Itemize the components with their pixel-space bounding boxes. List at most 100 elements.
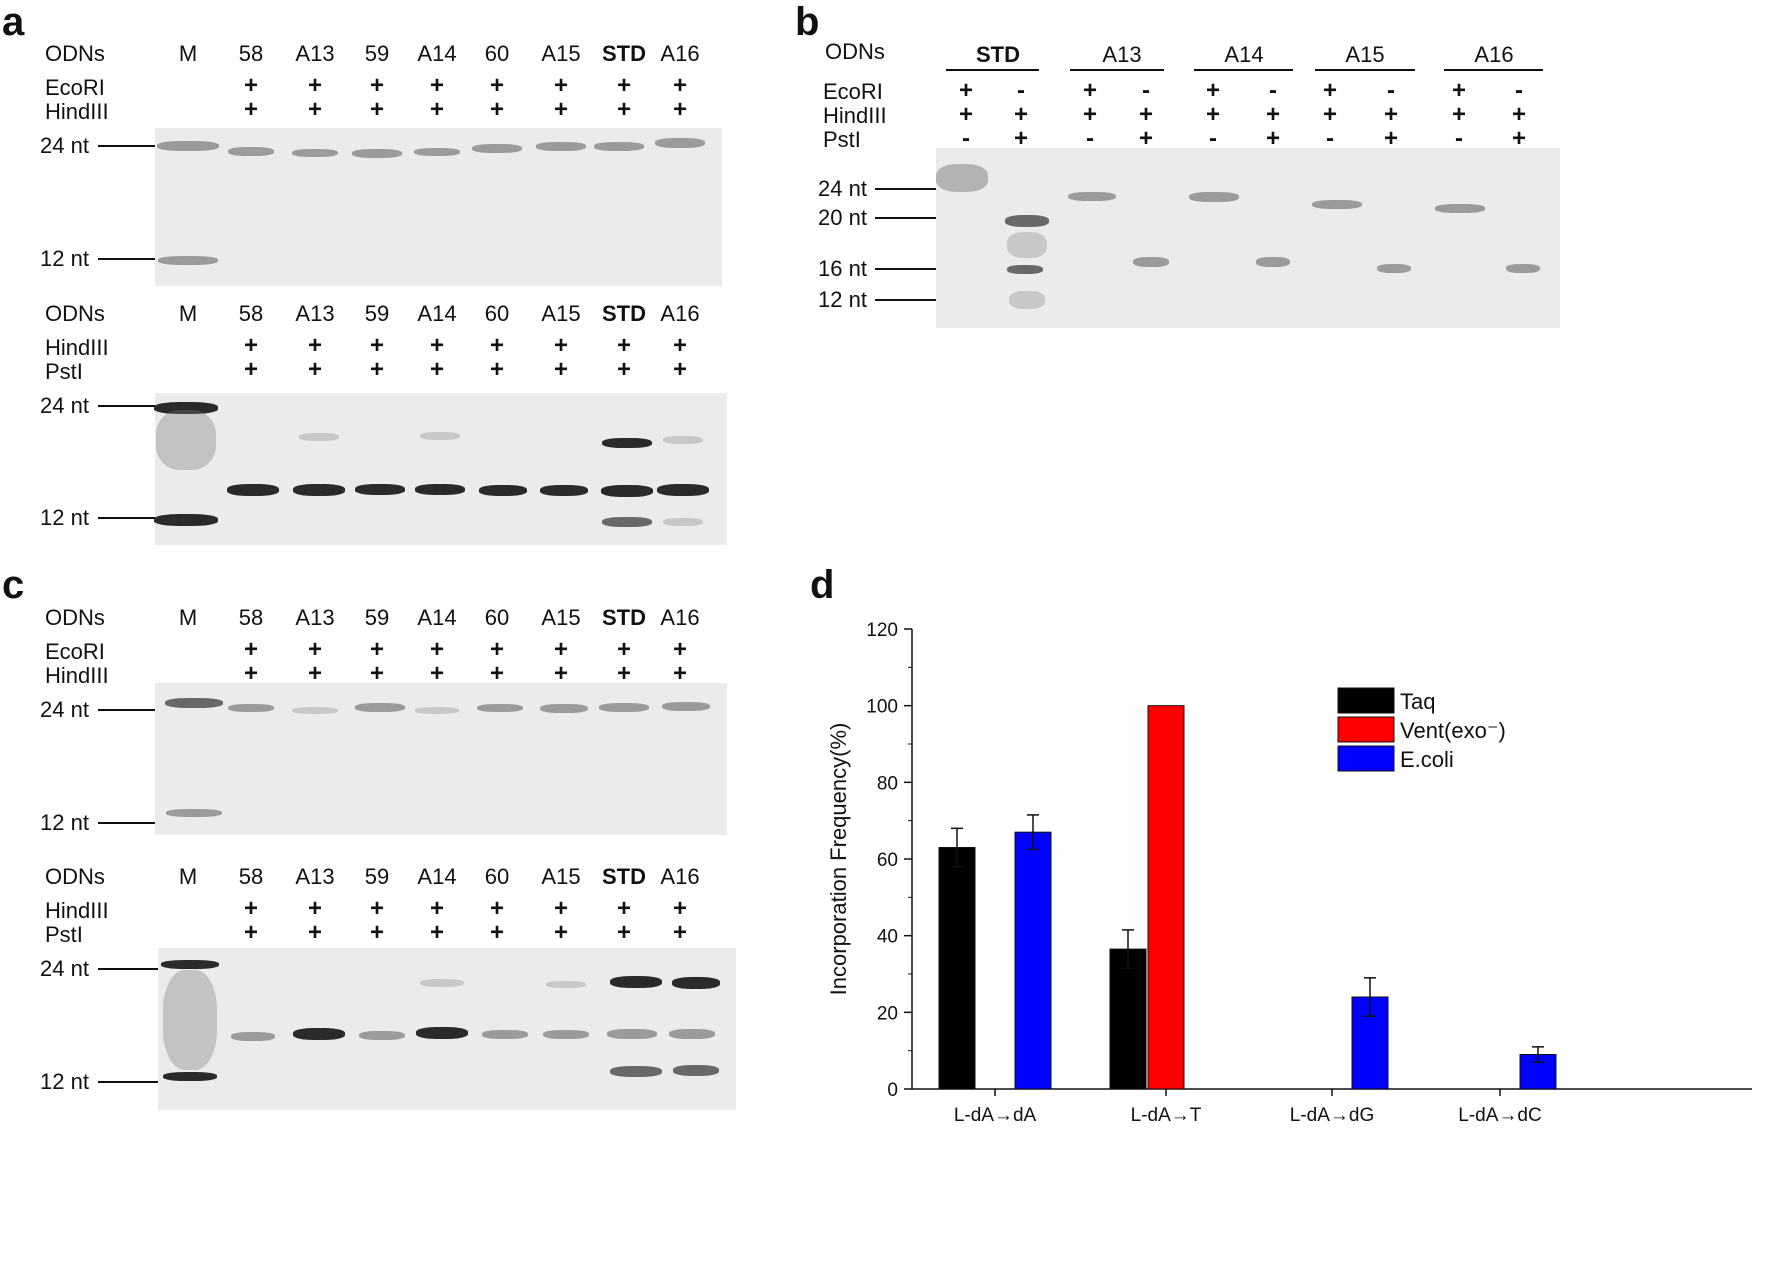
odns-label: ODNs [825, 39, 885, 64]
group-label: A14 [1224, 42, 1264, 67]
legend-label: Vent(exo⁻) [1400, 718, 1506, 743]
gel-band [1189, 192, 1239, 202]
treatment-sign: + [489, 72, 505, 99]
gel-band [414, 148, 460, 156]
treatment-sign: + [616, 660, 632, 687]
treatment-sign: + [553, 96, 569, 123]
gel-band [154, 402, 218, 414]
gel-band [482, 1029, 528, 1039]
treatment-sign: + [307, 636, 323, 663]
treatment-sign: + [1013, 125, 1029, 152]
gel-band [1377, 263, 1411, 273]
treatment-sign: + [369, 919, 385, 946]
lane-label: 59 [364, 864, 390, 889]
gel-band [540, 484, 588, 496]
enzyme-label: HindIII [45, 99, 109, 124]
treatment-sign: + [1013, 101, 1029, 128]
treatment-sign: - [1387, 77, 1395, 104]
gel-band [231, 1031, 275, 1041]
gel-band [420, 432, 460, 440]
y-tick-label: 0 [887, 1080, 898, 1101]
treatment-sign: + [1265, 125, 1281, 152]
size-marker-tick [875, 268, 936, 270]
lane-label: A15 [541, 864, 581, 889]
treatment-sign: + [616, 332, 632, 359]
gel-band [602, 517, 652, 527]
treatment-sign: + [1138, 125, 1154, 152]
gel-band [1009, 291, 1045, 309]
gel-band [669, 1029, 715, 1039]
bar-chart: 0 20 40 60 80 100 120 Incorporation Frequency(%… [826, 620, 1752, 1126]
treatment-sign: + [489, 332, 505, 359]
size-marker-label: 24 nt [40, 956, 89, 981]
treatment-sign: + [958, 101, 974, 128]
gel-band [420, 979, 464, 987]
treatment-sign: + [616, 636, 632, 663]
treatment-sign: + [1511, 125, 1527, 152]
gel-band [1005, 215, 1049, 227]
legend-label: E.coli [1400, 747, 1454, 772]
treatment-sign: + [243, 660, 259, 687]
size-marker-tick [98, 258, 155, 260]
treatment-sign: + [489, 636, 505, 663]
legend-swatch [1337, 687, 1395, 714]
lane-label: A14 [417, 864, 457, 889]
gel-band [601, 485, 653, 497]
treatment-sign: + [429, 919, 445, 946]
size-marker-tick [875, 217, 936, 219]
lane-label: 59 [364, 605, 390, 630]
gel-band [166, 809, 222, 817]
y-tick-label: 120 [866, 620, 898, 641]
gel-band [165, 698, 223, 708]
lane-label: 59 [364, 301, 390, 326]
treatment-sign: + [1451, 101, 1467, 128]
gel-band [1068, 191, 1116, 201]
treatment-sign: + [1138, 101, 1154, 128]
odns-label: ODNs [45, 301, 105, 326]
treatment-sign: + [1451, 77, 1467, 104]
gel-band [293, 1028, 345, 1040]
size-marker-label: 12 nt [40, 505, 89, 530]
size-marker-tick [98, 968, 158, 970]
treatment-sign: + [489, 96, 505, 123]
enzyme-label: HindIII [45, 663, 109, 688]
treatment-sign: + [243, 332, 259, 359]
treatment-sign: + [616, 356, 632, 383]
enzyme-label: HindIII [45, 898, 109, 923]
treatment-sign: + [1205, 101, 1221, 128]
size-marker-tick [98, 709, 155, 711]
treatment-sign: + [616, 895, 632, 922]
treatment-sign: + [243, 96, 259, 123]
x-tick-label: L-dA→dG [1290, 1105, 1374, 1126]
treatment-sign: + [369, 356, 385, 383]
gel-band [540, 703, 588, 713]
enzyme-label: PstI [45, 359, 83, 384]
treatment-sign: + [307, 332, 323, 359]
enzyme-label: HindIII [823, 103, 887, 128]
size-marker-label: 24 nt [40, 133, 89, 158]
gel-band [546, 980, 586, 988]
gel-band [673, 1064, 719, 1076]
y-tick-label: 60 [877, 850, 898, 871]
gel-band [163, 1071, 217, 1081]
treatment-sign: + [429, 356, 445, 383]
treatment-sign: + [429, 895, 445, 922]
panel-label-d: d [810, 563, 835, 607]
y-tick-label: 40 [877, 927, 898, 948]
size-marker-label: 12 nt [40, 246, 89, 271]
gel-band [599, 702, 649, 712]
treatment-sign: - [1455, 125, 1463, 152]
group-underline [1070, 69, 1164, 71]
bar-taq-0 [938, 847, 976, 1090]
gel-image [936, 148, 1560, 328]
size-marker-tick [98, 405, 155, 407]
odns-label: ODNs [45, 41, 105, 66]
y-axis-label: Incorporation Frequency(%) [826, 723, 851, 996]
gel-band [1506, 263, 1540, 273]
treatment-sign: - [1326, 125, 1334, 152]
lane-label: A14 [417, 605, 457, 630]
treatment-sign: + [489, 895, 505, 922]
lane-label: 59 [364, 41, 390, 66]
gel-band [355, 702, 405, 712]
panel-label-c: c [2, 563, 25, 607]
